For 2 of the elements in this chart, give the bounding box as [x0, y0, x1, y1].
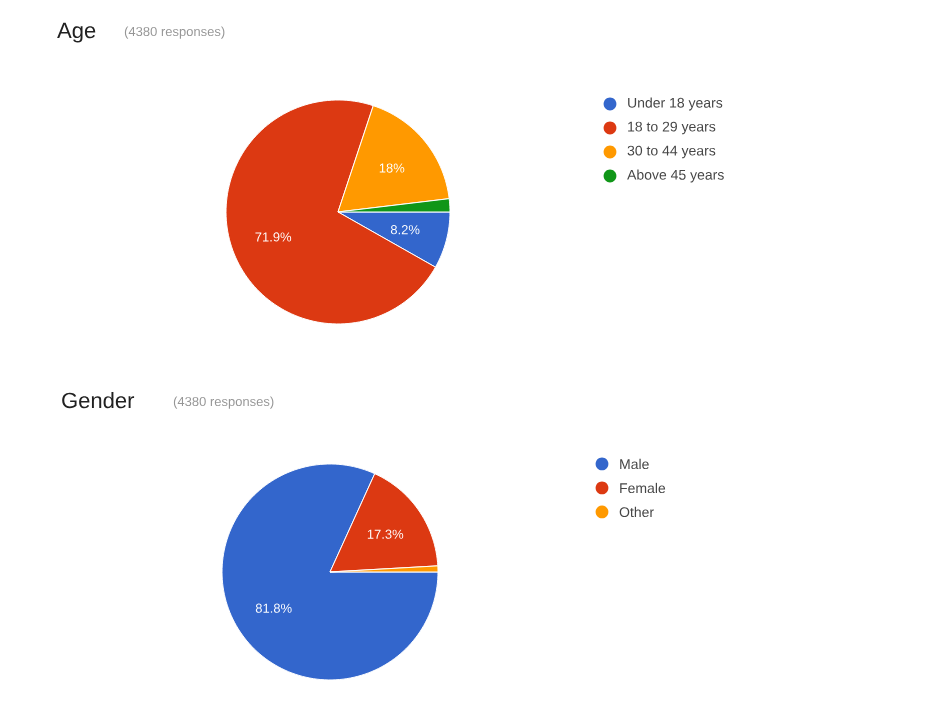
chart-title: Age	[57, 22, 96, 43]
chart-title: Gender	[62, 392, 135, 409]
